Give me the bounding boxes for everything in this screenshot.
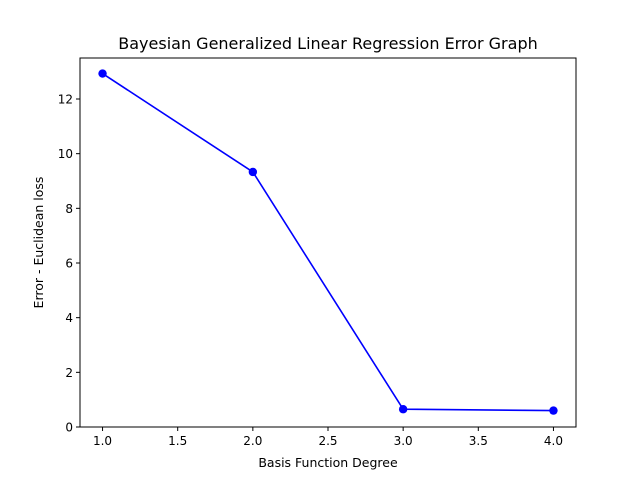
y-tick-label: 6 [65, 257, 73, 271]
data-point [248, 167, 258, 177]
x-tick-label: 1.5 [168, 434, 187, 448]
x-tick-label: 1.0 [93, 434, 112, 448]
series-line [102, 72, 554, 412]
x-tick-label: 4.0 [544, 434, 563, 448]
y-tick-label: 8 [65, 202, 73, 216]
x-tick-label: 3.5 [469, 434, 488, 448]
y-tick-label: 10 [58, 147, 73, 161]
y-tick-label: 2 [65, 366, 73, 380]
x-tick-label: 2.0 [243, 434, 262, 448]
x-tick-label: 2.5 [318, 434, 337, 448]
y-tick-label: 4 [65, 311, 73, 325]
plot-frame [79, 57, 577, 428]
x-axis-ticks: 1.0 1.5 2.0 2.5 3.0 3.5 4.0 [93, 427, 563, 448]
y-tick-label: 0 [65, 421, 73, 435]
data-point [98, 69, 107, 78]
chart-title: Bayesian Generalized Linear Regression E… [118, 34, 537, 53]
series-layer [98, 69, 558, 415]
data-point [549, 406, 558, 415]
x-tick-label: 3.0 [394, 434, 413, 448]
y-tick-label: 12 [58, 93, 73, 107]
x-axis-label: Basis Function Degree [258, 455, 398, 470]
data-point [398, 405, 408, 414]
y-axis-ticks: 0 2 4 6 8 10 12 [58, 93, 80, 435]
y-axis-label: Error - Euclidean loss [31, 177, 46, 309]
plot-area [80, 58, 576, 427]
